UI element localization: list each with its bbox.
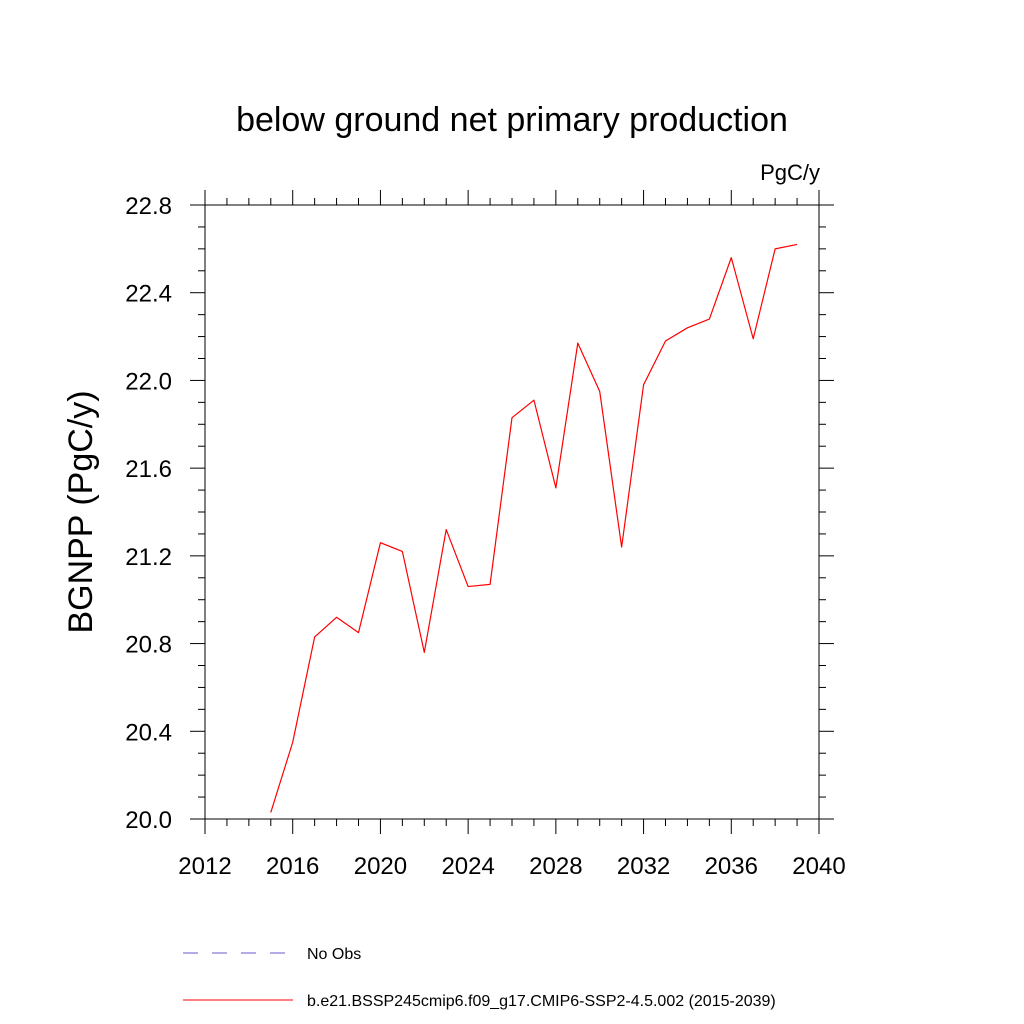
x-tick-label: 2032 <box>617 853 670 880</box>
y-tick-label: 21.2 <box>125 544 172 571</box>
legend-label: b.e21.BSSP245cmip6.f09_g17.CMIP6-SSP2-4.… <box>307 993 776 1010</box>
axis-ticks: 2012 2016 2020 2024 2028 2032 2036 2040 20.0 20.4… <box>125 190 846 880</box>
y-tick-label: 21.6 <box>125 456 172 483</box>
y-tick-label: 20.4 <box>125 719 172 746</box>
plot-frame <box>204 204 820 820</box>
y-tick-label: 20.8 <box>125 632 172 659</box>
chart-title: below ground net primary production <box>236 101 788 139</box>
units-label: PgC/y <box>760 160 820 185</box>
x-tick-label: 2020 <box>354 853 407 880</box>
x-tick-label: 2012 <box>178 853 231 880</box>
series-line <box>270 243 798 813</box>
y-tick-label: 22.0 <box>125 368 172 395</box>
x-tick-label: 2016 <box>266 853 319 880</box>
y-tick-label: 22.8 <box>125 193 172 220</box>
series-layer <box>270 243 798 813</box>
y-tick-label: 22.4 <box>125 281 172 308</box>
legend-label: No Obs <box>307 946 361 963</box>
legend: No Obs b.e21.BSSP245cmip6.f09_g17.CMIP6-S… <box>183 946 776 1010</box>
x-tick-label: 2024 <box>441 853 494 880</box>
y-axis-label: BGNPP (PgC/y) <box>62 390 100 633</box>
x-tick-label: 2040 <box>792 853 845 880</box>
y-tick-label: 20.0 <box>125 807 172 834</box>
x-tick-label: 2028 <box>529 853 582 880</box>
x-tick-label: 2036 <box>705 853 758 880</box>
